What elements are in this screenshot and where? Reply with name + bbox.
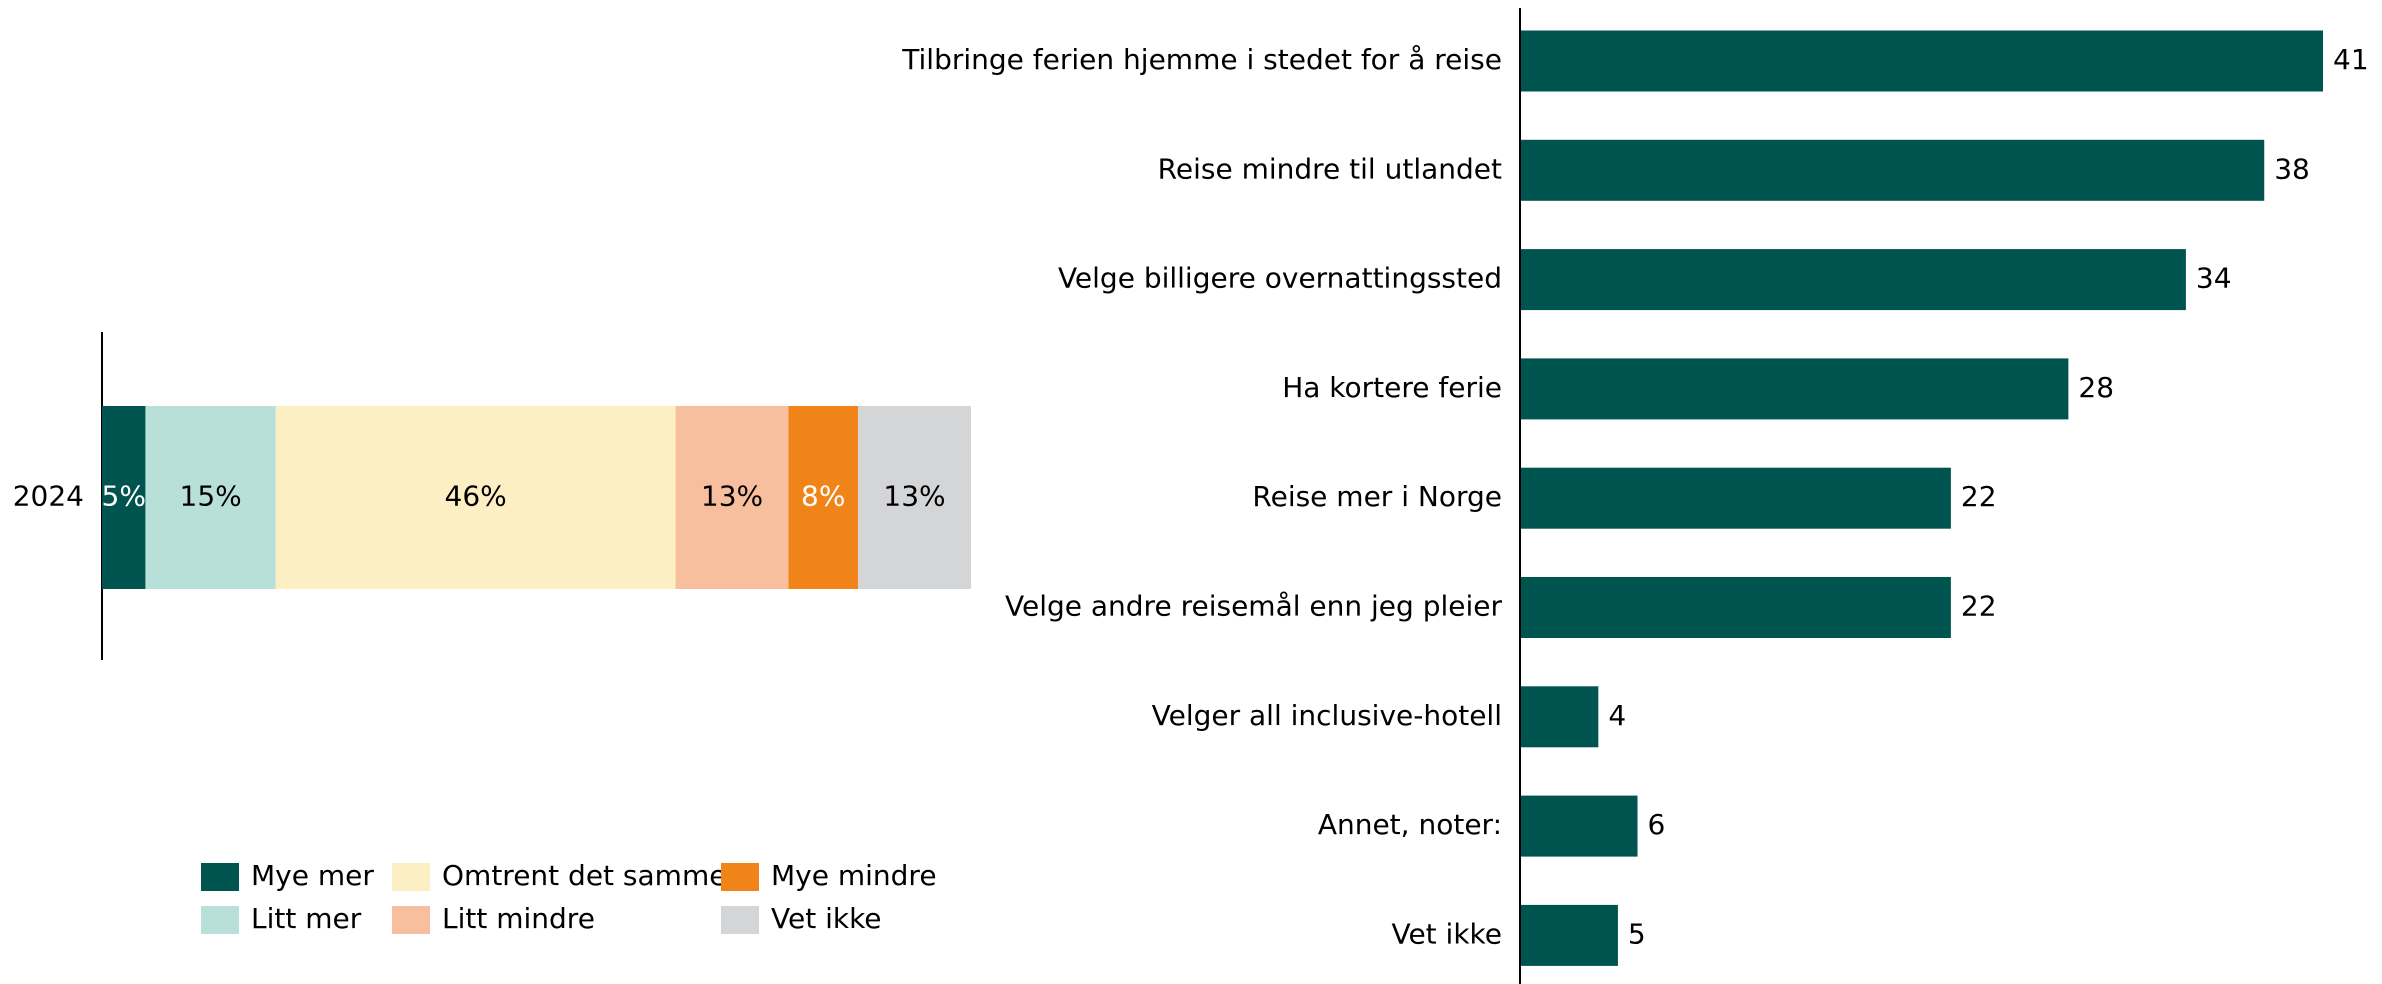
legend-swatch xyxy=(201,906,239,934)
bar xyxy=(1520,686,1599,748)
value-label: 5 xyxy=(1628,917,1646,950)
category-label: Ha kortere ferie xyxy=(1282,371,1502,404)
legend-label: Omtrent det samme xyxy=(442,859,726,892)
legend-swatch xyxy=(721,863,759,891)
legend-swatch xyxy=(392,906,430,934)
bar-segment xyxy=(102,406,146,589)
legend-label: Vet ikke xyxy=(771,902,882,935)
legend-label: Litt mindre xyxy=(442,902,595,935)
bar-segment xyxy=(675,406,789,589)
bar-segment xyxy=(788,406,859,589)
legend-label: Mye mindre xyxy=(771,859,937,892)
value-label: 46% xyxy=(445,480,507,513)
bar xyxy=(1520,795,1638,857)
value-label: 13% xyxy=(701,480,763,513)
category-label: 2024 xyxy=(13,480,84,513)
bar-segment xyxy=(858,406,971,589)
legend-swatch xyxy=(392,863,430,891)
value-label: 41 xyxy=(2333,43,2369,76)
value-label: 4 xyxy=(1608,699,1626,732)
value-label: 8% xyxy=(801,480,845,513)
bar xyxy=(1520,904,1618,966)
bar xyxy=(1520,139,2265,201)
bar xyxy=(1520,30,2323,92)
value-label: 13% xyxy=(883,480,945,513)
value-label: 28 xyxy=(2078,371,2114,404)
bar xyxy=(1520,249,2186,311)
value-label: 6 xyxy=(1648,808,1666,841)
value-label: 38 xyxy=(2274,152,2310,185)
value-label: 5% xyxy=(102,480,146,513)
category-label: Reise mindre til utlandet xyxy=(1158,152,1502,185)
value-label: 22 xyxy=(1961,480,1997,513)
category-label: Velge billigere overnattingssted xyxy=(1058,262,1502,295)
category-label: Velger all inclusive-hotell xyxy=(1152,699,1502,732)
value-label: 22 xyxy=(1961,590,1997,623)
legend-label: Litt mer xyxy=(251,902,362,935)
legend-swatch xyxy=(201,863,239,891)
value-label: 15% xyxy=(180,480,242,513)
category-label: Annet, noter: xyxy=(1318,808,1502,841)
category-label: Reise mer i Norge xyxy=(1252,480,1502,513)
legend-label: Mye mer xyxy=(251,859,374,892)
bar xyxy=(1520,577,1951,638)
bar xyxy=(1520,467,1951,529)
legend-swatch xyxy=(721,906,759,934)
bar xyxy=(1520,358,2069,420)
category-label: Vet ikke xyxy=(1391,917,1502,950)
value-label: 34 xyxy=(2196,262,2232,295)
category-label: Velge andre reisemål enn jeg pleier xyxy=(1005,590,1503,623)
category-label: Tilbringe ferien hjemme i stedet for å r… xyxy=(901,43,1502,76)
bar-segment xyxy=(275,406,676,589)
bar-segment xyxy=(145,406,276,589)
